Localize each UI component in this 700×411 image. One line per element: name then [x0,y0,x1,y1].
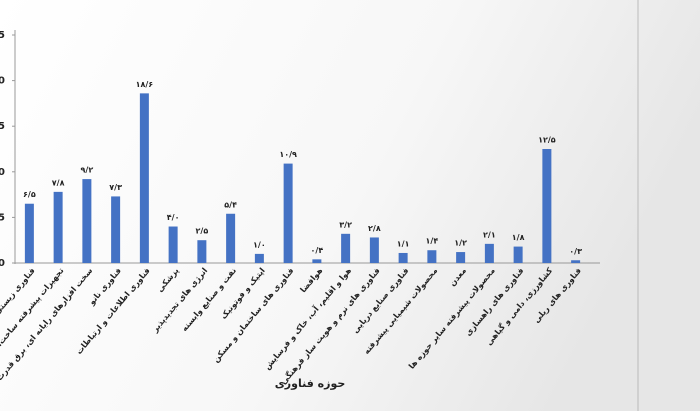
y-tick-label: 10 [0,167,5,178]
bar [254,253,264,263]
value-label: ۷/۸ [52,178,65,187]
bar [398,252,408,263]
value-label: ۰/۳ [569,247,582,256]
value-label: ۱/۲ [454,239,467,248]
value-label: ۱۰/۹ [279,150,297,159]
bar [111,196,121,263]
value-label: ۲/۸ [368,224,381,233]
bar [24,203,34,263]
bar [139,93,149,263]
value-label: ۱/۱ [397,239,410,248]
value-label: ۲/۵ [196,227,209,236]
value-label: ۵/۴ [224,200,237,209]
bar [542,149,552,263]
value-label: ۹/۲ [81,166,94,175]
value-label: ۶/۵ [23,190,36,199]
value-label: ۱۲/۵ [538,136,556,145]
bar [82,179,92,263]
value-label: ۱۸/۶ [136,80,154,89]
value-label: ۷/۳ [109,183,122,192]
y-tick-label: 15 [0,121,5,132]
value-label: ۱/۸ [512,233,525,242]
value-label: ۲/۱ [483,230,496,239]
bar [484,243,494,263]
bar [226,213,236,263]
bar [456,252,466,263]
bar [197,240,207,263]
y-tick-label: 25 [0,30,5,41]
bar [427,250,437,263]
y-tick-label: 20 [0,76,5,87]
y-tick-label: 0 [0,258,5,269]
bar [513,246,523,263]
bar [283,163,293,263]
value-label: ۳/۲ [339,220,352,229]
bar [53,191,63,263]
y-tick-label: 5 [0,212,5,223]
bar [312,259,322,263]
bar [168,226,178,263]
bar [369,237,379,263]
bar [341,233,351,263]
value-label: ۱/۴ [426,237,439,246]
value-label: ۱/۰ [253,240,266,249]
bar [571,260,581,263]
x-axis-label: حوزه فناوری [275,377,346,390]
value-label: ۴/۰ [167,213,180,222]
value-label: ۰/۴ [311,246,324,255]
